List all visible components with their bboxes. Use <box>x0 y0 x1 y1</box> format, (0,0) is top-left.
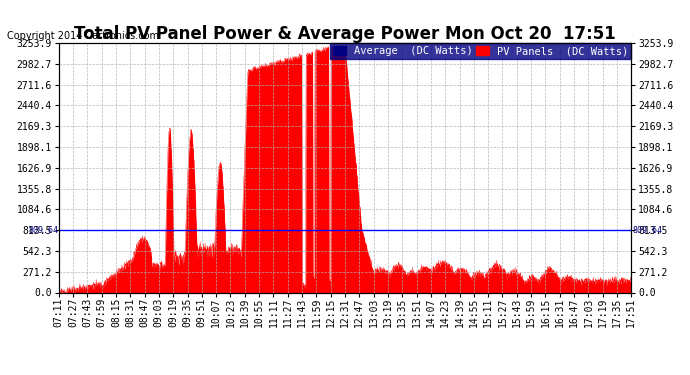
Text: Copyright 2014 Cartronics.com: Copyright 2014 Cartronics.com <box>7 32 159 41</box>
Text: 809.64: 809.64 <box>633 226 662 235</box>
Legend: Average  (DC Watts), PV Panels  (DC Watts): Average (DC Watts), PV Panels (DC Watts) <box>331 43 631 59</box>
Title: Total PV Panel Power & Average Power Mon Oct 20  17:51: Total PV Panel Power & Average Power Mon… <box>74 25 616 43</box>
Text: 809.64: 809.64 <box>28 226 58 235</box>
